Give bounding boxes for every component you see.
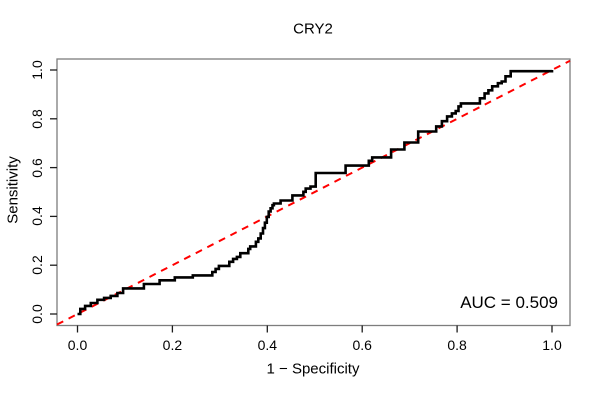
- x-tick-label: 1.0: [542, 337, 562, 353]
- x-tick-label: 0.0: [67, 337, 88, 353]
- x-tick-label: 0.4: [257, 337, 278, 353]
- y-axis-title: Sensitivity: [4, 156, 22, 224]
- x-tick-label: 0.6: [352, 337, 372, 353]
- x-axis-title: 1 − Specificity: [266, 360, 360, 378]
- chance-diagonal-line: [56, 59, 571, 326]
- y-tick-label: 0.0: [29, 304, 45, 324]
- chart-title: CRY2: [293, 20, 333, 38]
- x-tick-label: 0.8: [447, 337, 467, 353]
- y-tick-label: 0.6: [29, 157, 45, 178]
- y-tick-label: 0.8: [29, 109, 45, 129]
- axis-ticks: [50, 69, 553, 333]
- y-tick-label: 0.4: [29, 206, 45, 227]
- auc-annotation: AUC = 0.509: [460, 293, 558, 312]
- plot-border: [56, 58, 571, 327]
- y-tick-label: 1.0: [29, 60, 45, 80]
- roc-curve-line: [77, 69, 554, 316]
- y-tick-label: 0.2: [29, 255, 45, 275]
- x-tick-label: 0.2: [162, 337, 183, 353]
